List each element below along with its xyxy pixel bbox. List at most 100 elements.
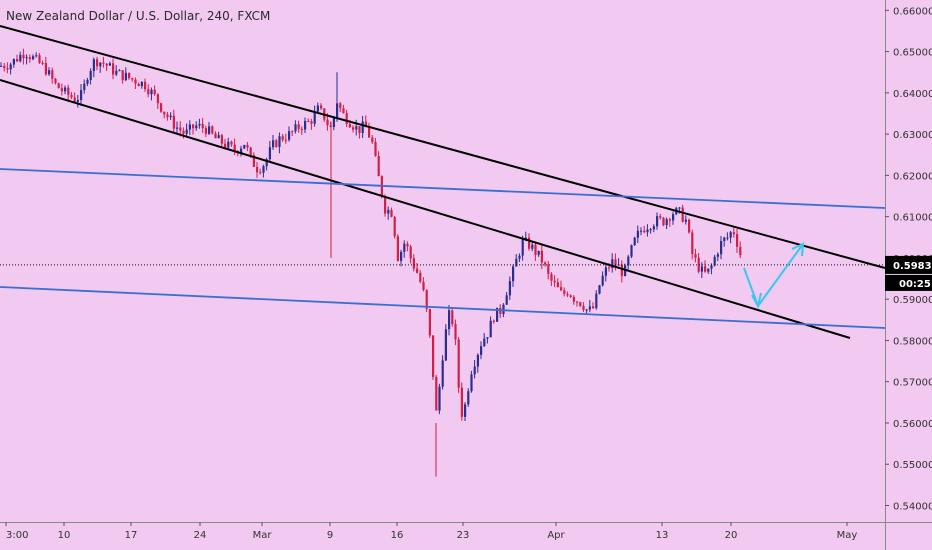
candle-body [355,126,358,130]
projection-arrowhead-down [751,292,762,309]
candle-body [217,135,220,139]
candle-body [732,232,735,235]
candle-body [67,87,70,95]
candle-body [32,56,35,60]
candle-body [537,250,540,255]
candle-body [524,237,527,240]
candle-body [9,64,12,70]
candle-body [92,59,95,71]
candle-body [464,404,467,417]
candle-body [438,386,441,411]
candle-body [25,57,28,59]
candle-body [665,219,668,226]
y-tick-label: 0.58000 [893,336,932,347]
candle-body [361,121,364,134]
candle-body [579,302,582,306]
candle-body [352,127,355,130]
x-tick-label: 17 [125,530,138,541]
candle-body [377,155,380,177]
candle-body [444,329,447,361]
candle-body [265,159,268,167]
candle-body [707,268,710,272]
candle-body [281,136,284,140]
candle-body [230,141,233,145]
candle-body [400,251,403,261]
candle-body [592,306,595,309]
y-tick-label: 0.59000 [893,295,932,306]
candle-body [268,147,271,160]
candle-body [416,268,419,273]
candle-body [598,285,601,294]
countdown-badge [885,274,932,291]
candle-body [435,376,438,411]
candle-body [76,100,79,102]
candle-body [544,262,547,265]
candle-body [227,141,230,148]
x-tick-label: 16 [391,530,404,541]
candle-body [704,266,707,272]
candle-body [595,293,598,309]
candle-body [291,131,294,133]
candle-body [16,59,19,62]
candle-body [640,230,643,232]
candle-body [192,124,195,129]
candle-body [697,257,700,272]
candle-body [326,119,329,126]
x-tick-label: 24 [194,530,207,541]
candle-body [374,141,377,156]
candle-body [348,123,351,128]
candle-body [169,115,172,118]
candle-body [310,121,313,124]
candle-body [713,256,716,266]
candle-body [611,259,614,268]
candle-body [387,209,390,214]
candle-body [147,89,150,95]
candle-body [262,166,265,173]
candle-body [342,108,345,114]
candle-body [243,144,246,149]
candle-body [649,229,652,231]
candle-body [409,246,412,259]
candle-body [252,155,255,167]
candle-body [425,289,428,310]
candle-body [220,135,223,144]
candle-body [492,320,495,322]
candle-body [57,83,60,89]
candle-body [172,115,175,129]
candle-body [105,63,108,66]
candle-body [44,62,47,75]
candle-body [441,360,444,387]
y-tick-label: 0.55000 [893,460,932,471]
candle-body [134,79,137,84]
candle-body [505,295,508,305]
candle-body [86,79,89,84]
candle-body [668,219,671,221]
candle-body [496,307,499,322]
candle-body [272,140,275,148]
candle-body [60,88,63,92]
candle-body [630,245,633,257]
candle-body [643,230,646,233]
x-tick-label: 10 [58,530,71,541]
candle-body [550,273,553,281]
x-tick-label: 9 [327,530,333,541]
candle-body [160,103,163,112]
candle-body [384,196,387,214]
candle-body [364,121,367,127]
candle-body [627,256,630,266]
candle-body [604,267,607,276]
candle-body [684,219,687,222]
candle-body [73,97,76,102]
candle-body [278,136,281,147]
candle-body [345,113,348,124]
candle-body [118,70,121,72]
candle-body [294,124,297,132]
candle-body [249,147,252,156]
candle-body [0,65,3,67]
candle-body [412,258,415,269]
candle-body [448,310,451,330]
candle-body [112,63,115,75]
candle-body [108,63,111,66]
y-tick-label: 0.56000 [893,419,932,430]
